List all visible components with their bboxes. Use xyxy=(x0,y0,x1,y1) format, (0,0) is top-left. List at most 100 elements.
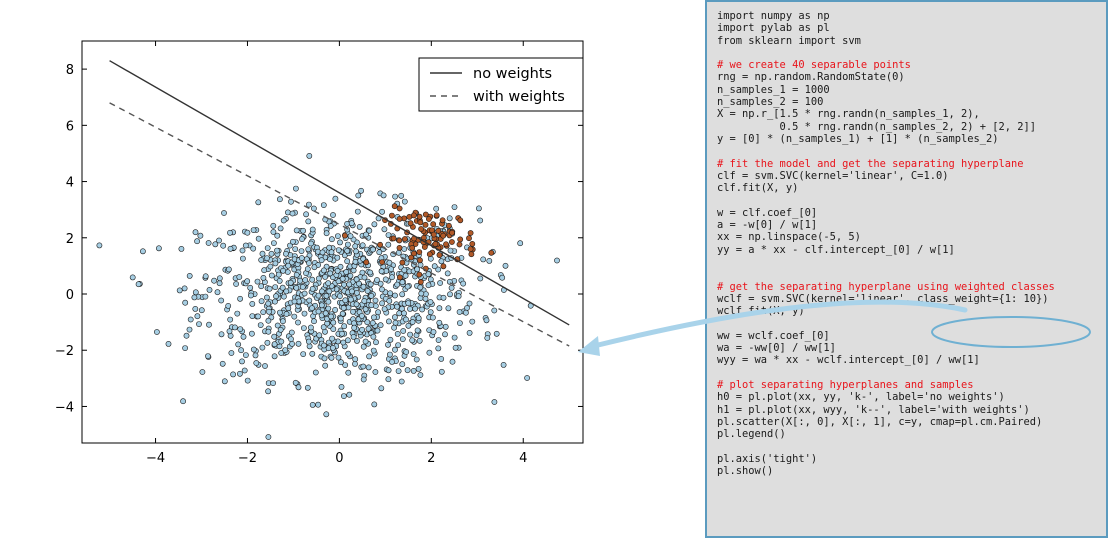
scatter-point-class-0 xyxy=(277,326,284,333)
scatter-point-class-0 xyxy=(315,275,322,282)
scatter-point-class-0 xyxy=(288,336,294,342)
scatter-point-class-0 xyxy=(309,285,316,292)
scatter-point-class-0 xyxy=(367,281,374,288)
scatter-point-class-0 xyxy=(375,309,381,316)
legend-label: no weights xyxy=(473,66,552,82)
scatter-point-class-0 xyxy=(312,369,319,376)
scatter-point-class-0 xyxy=(248,330,255,337)
scatter-point-class-0 xyxy=(366,353,372,360)
code-line: pl.scatter(X[:, 0], X[:, 1], c=y, cmap=p… xyxy=(717,415,1043,428)
scatter-point-class-0 xyxy=(402,272,409,279)
scatter-point-class-0 xyxy=(374,277,380,283)
scatter-point-class-0 xyxy=(216,280,223,287)
code-line: import pylab as pl xyxy=(717,22,830,35)
scatter-point-class-0 xyxy=(221,378,228,385)
scatter-point-class-0 xyxy=(261,267,268,274)
scatter-point-class-1 xyxy=(430,231,437,238)
scatter-point-class-0 xyxy=(308,240,314,247)
scatter-point-class-0 xyxy=(289,238,296,245)
scatter-point-class-0 xyxy=(354,337,360,344)
scatter-point-class-0 xyxy=(352,243,359,250)
scatter-point-class-0 xyxy=(418,290,425,297)
scatter-point-class-1 xyxy=(396,244,403,251)
scatter-point-class-0 xyxy=(192,305,199,312)
scatter-point-class-0 xyxy=(447,291,453,298)
scatter-point-class-0 xyxy=(289,340,295,347)
scatter-point-class-1 xyxy=(426,251,433,258)
scatter-point-class-0 xyxy=(298,255,305,261)
scatter-point-class-0 xyxy=(322,310,329,317)
scatter-point-class-0 xyxy=(340,393,347,399)
scatter-point-class-0 xyxy=(433,205,440,212)
scatter-point-class-0 xyxy=(274,247,280,254)
scatter-point-class-0 xyxy=(385,232,392,238)
scatter-point-class-0 xyxy=(410,367,417,374)
scatter-point-class-0 xyxy=(404,367,411,374)
scatter-point-class-0 xyxy=(247,292,254,299)
scatter-point-class-0 xyxy=(500,361,507,368)
scatter-point-class-0 xyxy=(244,278,251,285)
scatter-point-class-0 xyxy=(305,246,312,253)
scatter-point-class-0 xyxy=(444,270,451,277)
scatter-point-class-0 xyxy=(348,220,355,227)
scatter-point-class-0 xyxy=(237,326,244,332)
scatter-point-class-0 xyxy=(339,330,345,337)
scatter-point-class-0 xyxy=(360,376,367,383)
line-with-weights xyxy=(109,102,570,347)
scatter-point-class-0 xyxy=(258,257,265,263)
scatter-point-class-0 xyxy=(371,401,378,408)
scatter-point-class-0 xyxy=(238,347,244,354)
scatter-point-class-0 xyxy=(265,434,272,440)
scatter-point-class-0 xyxy=(303,211,309,218)
scatter-point-class-0 xyxy=(244,229,251,236)
scatter-point-class-0 xyxy=(416,337,423,344)
scatter-point-class-0 xyxy=(300,227,306,234)
scatter-point-class-0 xyxy=(330,212,336,218)
scatter-point-class-0 xyxy=(394,281,401,288)
scatter-point-class-0 xyxy=(214,289,221,296)
scatter-point-class-1 xyxy=(396,205,403,212)
scatter-point-class-0 xyxy=(260,274,267,281)
scatter-point-class-0 xyxy=(326,244,333,251)
scatter-point-class-0 xyxy=(342,297,349,304)
code-listing: import numpy as np import pylab as pl fr… xyxy=(717,10,1055,477)
scatter-point-class-1 xyxy=(390,235,397,242)
scatter-point-class-0 xyxy=(194,313,201,320)
y-tick-label: 0 xyxy=(66,288,74,303)
code-line: w = clf.coef_[0] xyxy=(717,206,818,219)
scatter-point-class-0 xyxy=(404,283,411,290)
scatter-point-class-0 xyxy=(425,282,432,289)
scatter-point-class-0 xyxy=(268,272,275,279)
scatter-point-class-0 xyxy=(385,367,392,374)
scatter-point-class-1 xyxy=(440,263,447,270)
scatter-point-class-0 xyxy=(322,362,329,369)
scatter-point-class-1 xyxy=(467,230,474,236)
scatter-point-class-0 xyxy=(352,258,359,265)
scatter-point-class-1 xyxy=(401,236,408,242)
scatter-point-class-0 xyxy=(197,232,204,239)
scatter-point-class-0 xyxy=(219,360,226,367)
scatter-point-class-0 xyxy=(345,304,352,311)
scatter-point-class-0 xyxy=(228,350,235,356)
scatter-point-class-1 xyxy=(430,221,437,228)
scatter-point-class-0 xyxy=(216,237,222,244)
scatter-point-class-0 xyxy=(205,240,212,246)
scatter-point-class-0 xyxy=(239,247,246,254)
scatter-point-class-0 xyxy=(370,347,377,354)
scatter-point-class-1 xyxy=(396,274,403,281)
scatter-point-class-0 xyxy=(272,284,279,290)
scatter-point-class-0 xyxy=(221,210,227,216)
scatter-point-class-0 xyxy=(336,293,343,299)
scatter-point-class-0 xyxy=(379,208,385,215)
scatter-point-class-0 xyxy=(447,247,454,254)
scatter-point-class-0 xyxy=(415,365,422,372)
scatter-point-class-0 xyxy=(283,311,290,317)
scatter-point-class-0 xyxy=(360,363,367,370)
scatter-point-class-0 xyxy=(362,338,369,345)
scatter-point-class-0 xyxy=(438,355,445,362)
y-tick-label: −2 xyxy=(55,344,74,359)
scatter-point-class-0 xyxy=(419,306,425,313)
scatter-point-class-0 xyxy=(320,342,327,349)
scatter-point-class-0 xyxy=(299,236,305,242)
scatter-point-class-0 xyxy=(436,305,443,312)
